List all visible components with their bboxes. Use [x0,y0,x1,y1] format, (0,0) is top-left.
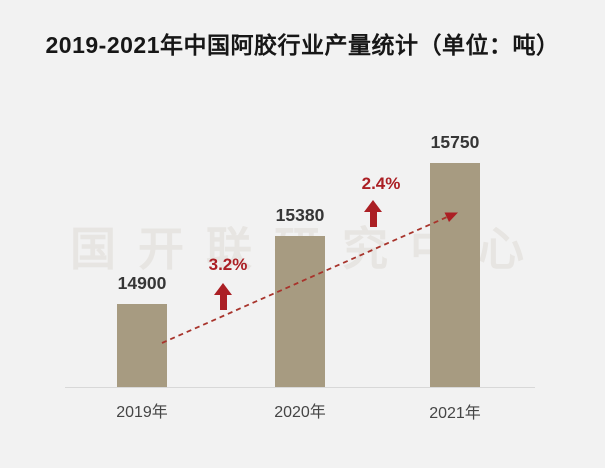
arrow-stem [369,212,377,227]
arrow-head [214,283,232,295]
axis-label-2021: 2021年 [429,405,481,422]
bar-2020 [275,236,325,387]
bar-value-label-2021: 15750 [430,132,480,152]
bar-value-label-2019: 14900 [117,273,167,293]
bar-2021 [430,163,480,387]
growth-up-arrow-icon-2021 [364,200,382,227]
x-axis-baseline [65,387,535,388]
axis-label-2020: 2020年 [274,404,326,421]
growth-up-arrow-icon-2020 [214,283,232,310]
axis-label-2019: 2019年 [116,404,168,421]
bar-value-label-2020: 15380 [275,205,325,225]
growth-rate-label-2020: 3.2% [208,255,248,274]
chart-title: 2019-2021年中国阿胶行业产量统计（单位：吨） [45,32,560,58]
growth-rate-label-2021: 2.4% [361,174,401,193]
bar-2019 [117,304,167,387]
arrow-head [364,200,382,212]
arrow-stem [219,295,227,310]
